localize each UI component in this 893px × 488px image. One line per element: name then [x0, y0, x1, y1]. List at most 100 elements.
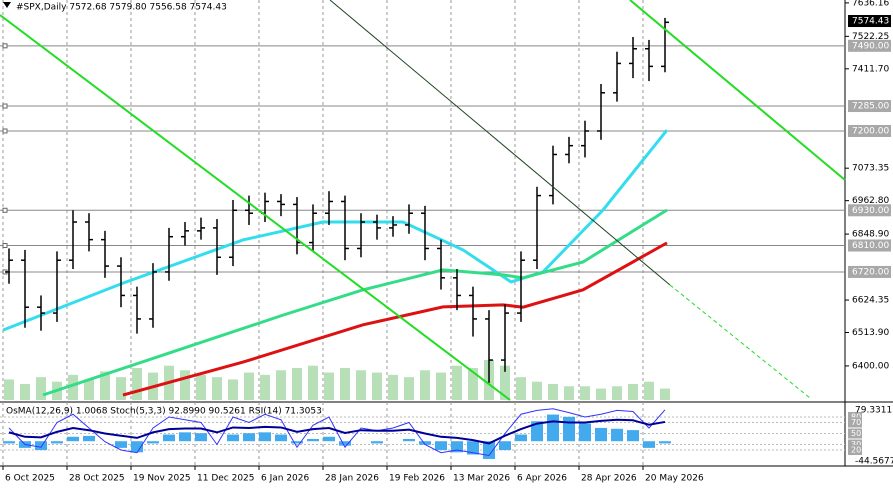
osma-bar	[243, 433, 255, 442]
x-tick-label: 28 Jan 2026	[325, 474, 379, 484]
osma-bar	[371, 441, 383, 444]
level-label-box	[848, 124, 891, 137]
osma-bar	[627, 430, 639, 442]
volume-bar	[516, 377, 526, 400]
osma-bar	[611, 428, 623, 442]
y-tick-label: 7411.70	[852, 64, 889, 74]
volume-bar	[180, 370, 190, 400]
osma-bar	[147, 441, 159, 444]
volume-bar	[132, 368, 142, 400]
osma-bar	[35, 441, 47, 451]
osma-bar	[419, 441, 431, 445]
level-label: 7490.00	[852, 41, 889, 51]
volume-bar	[276, 370, 286, 400]
last-price-box	[848, 15, 891, 28]
trend-line	[0, 14, 511, 401]
volume-bar	[532, 381, 542, 400]
level-marker	[2, 43, 8, 49]
y-tick-label: 6962.80	[852, 196, 889, 206]
indicator-tick-label: 80	[851, 413, 861, 422]
indicator-tick-box	[848, 428, 862, 439]
level-label: 6810.00	[852, 241, 889, 251]
x-tick-label: 6 Apr 2026	[517, 474, 567, 484]
volume-bar	[356, 370, 366, 400]
last-price-label: 7574.43	[852, 17, 889, 27]
level-label-box	[848, 39, 891, 52]
osma-bar	[595, 427, 607, 442]
osma-bar	[451, 441, 463, 453]
volume-bar	[580, 386, 590, 400]
indicator-line	[8, 418, 666, 445]
volume-bar	[388, 374, 398, 400]
volume-bar	[260, 374, 270, 400]
channel-line	[329, 0, 671, 286]
menu-arrow[interactable]	[3, 2, 11, 8]
level-marker	[2, 207, 8, 213]
level-label-box	[848, 239, 891, 252]
osma-bar	[531, 421, 543, 442]
y-tick-label: 7073.35	[852, 164, 889, 174]
x-tick-label: 6 Oct 2025	[5, 474, 55, 484]
level-label: 6720.00	[852, 267, 889, 277]
volume-bar	[68, 374, 78, 400]
x-tick-label: 11 Dec 2025	[197, 474, 255, 484]
volume-bar	[564, 386, 574, 400]
volume-bar	[84, 379, 94, 400]
x-tick-label: 28 Apr 2026	[581, 474, 637, 484]
volume-bar	[500, 365, 510, 400]
y-tick-label: 6513.90	[852, 328, 889, 338]
volume-bar	[244, 372, 254, 400]
osma-range-label: 79.3311	[855, 406, 892, 416]
indicator-tick-label: 50	[851, 429, 861, 438]
volume-bar	[660, 388, 670, 400]
level-label: 7200.00	[852, 126, 889, 136]
level-label: 6930.00	[852, 206, 889, 216]
volume-bar	[100, 371, 110, 400]
osma-range-label: -44.5677	[855, 457, 893, 467]
osma-bar	[67, 436, 79, 442]
y-tick-label: 6400.00	[852, 361, 889, 371]
chart-title: #SPX,Daily 7572.68 7579.80 7556.58 7574.…	[16, 3, 227, 13]
volume-bar	[116, 377, 126, 400]
volume-bar	[612, 386, 622, 400]
volume-bar	[228, 379, 238, 400]
moving-average	[42, 208, 668, 397]
volume-bar	[596, 388, 606, 400]
osma-bar	[307, 438, 319, 442]
indicator-title: OsMA(12,26,9) 1.0068 Stoch(5,3,3) 92.899…	[6, 407, 322, 417]
osma-bar	[499, 441, 511, 451]
osma-bar	[115, 441, 127, 448]
osma-bar	[195, 433, 207, 442]
x-tick-label: 6 Jan 2026	[261, 474, 309, 484]
osma-bar	[323, 436, 335, 442]
volume-bar	[372, 372, 382, 400]
volume-bar	[20, 384, 30, 400]
y-tick-label: 6848.90	[852, 230, 889, 240]
osma-bar	[179, 432, 191, 442]
indicator-tick-label: 30	[851, 440, 861, 449]
osma-bar	[659, 441, 671, 444]
indicator-tick-box	[848, 412, 862, 422]
osma-bar	[227, 434, 239, 442]
y-tick-label: 6624.35	[852, 296, 889, 306]
osma-bar	[515, 434, 527, 442]
x-tick-label: 28 Oct 2025	[69, 474, 125, 484]
osma-bar	[579, 423, 591, 442]
volume-bar	[404, 377, 414, 400]
osma-bar	[339, 441, 351, 446]
volume-bar	[548, 384, 558, 400]
osma-bar	[467, 441, 479, 455]
indicator-tick-label: 70	[851, 418, 861, 427]
volume-bar	[36, 377, 46, 400]
x-tick-label: 19 Feb 2026	[389, 474, 445, 484]
volume-bar	[212, 377, 222, 400]
volume-bar	[420, 370, 430, 400]
channel-projection	[669, 284, 811, 399]
level-marker	[2, 243, 8, 249]
x-tick-label: 19 Nov 2025	[133, 474, 191, 484]
osma-bar	[643, 441, 655, 448]
volume-bar	[324, 372, 334, 400]
level-label-box	[848, 265, 891, 278]
